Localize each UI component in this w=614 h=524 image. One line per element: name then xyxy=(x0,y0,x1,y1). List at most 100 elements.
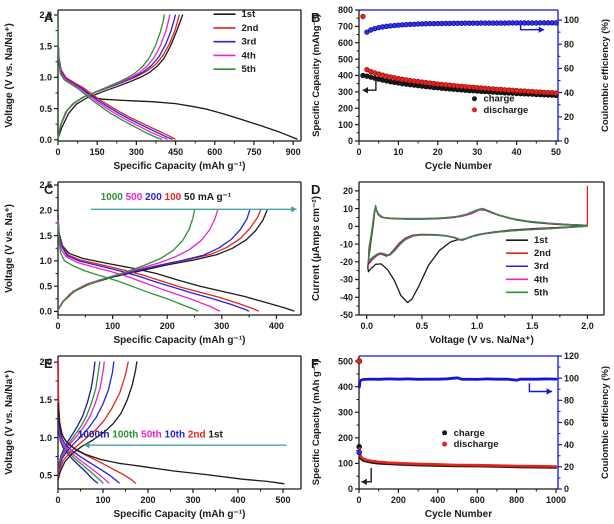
panel-e-long-cycle-voltage-profile-chart: 0 100 200 300 400 500 0.5 1.0 1.5 2.0 Specific Cap… xyxy=(4,355,302,520)
svg-text:3rd: 3rd xyxy=(242,37,257,48)
svg-text:100: 100 xyxy=(338,459,353,469)
svg-text:400: 400 xyxy=(430,495,445,505)
panel-d-cyclic-voltammetry-chart: 0.0 0.5 1.0 1.5 2.0 -50 -40 -30 -20 -10 0 10 20 Volta… xyxy=(311,181,605,346)
svg-text:10: 10 xyxy=(343,204,353,214)
svg-text:2.0: 2.0 xyxy=(39,10,52,20)
svg-text:Specific Capacity (mAh g⁻¹): Specific Capacity (mAh g⁻¹) xyxy=(114,335,246,346)
svg-text:600: 600 xyxy=(338,38,353,48)
figure-row-3: 0 100 200 300 400 500 0.5 1.0 1.5 2.0 Specific Cap… xyxy=(0,348,614,522)
svg-text:0: 0 xyxy=(564,484,569,494)
svg-text:40: 40 xyxy=(564,88,574,98)
svg-text:Voltage (V vs. Na/Na⁺): Voltage (V vs. Na/Na⁺) xyxy=(429,335,534,346)
svg-text:2.0: 2.0 xyxy=(39,357,52,367)
svg-text:1000th 100th 50th 10th 2nd 1st: 1000th 100th 50th 10th 2nd 1st xyxy=(78,430,224,441)
svg-text:Specific Capacity (mAh g⁻¹): Specific Capacity (mAh g⁻¹) xyxy=(114,509,246,520)
figure-row-1: 0 150 300 450 600 750 900 0.0 0.5 1.0 1.5 2.0 Specif… xyxy=(0,0,614,174)
panel-label-B: B xyxy=(311,10,320,25)
svg-text:100: 100 xyxy=(95,495,110,505)
svg-text:Cycle Number: Cycle Number xyxy=(425,161,492,172)
svg-text:300: 300 xyxy=(185,495,200,505)
svg-text:300: 300 xyxy=(338,407,353,417)
svg-text:1.0: 1.0 xyxy=(39,256,52,266)
svg-text:0.5: 0.5 xyxy=(416,321,429,331)
svg-text:0.5: 0.5 xyxy=(39,471,52,481)
svg-text:30: 30 xyxy=(472,147,482,157)
svg-text:1.0: 1.0 xyxy=(471,321,484,331)
svg-text:700: 700 xyxy=(338,22,353,32)
svg-text:300: 300 xyxy=(214,321,229,331)
svg-text:0.0: 0.0 xyxy=(360,321,373,331)
panel-label-D: D xyxy=(311,182,320,197)
svg-text:1000: 1000 xyxy=(546,495,566,505)
svg-text:0: 0 xyxy=(348,222,353,232)
svg-text:discharge: discharge xyxy=(483,105,528,116)
panel-f-long-cycling-performance-chart: 0 200 400 600 800 100001002003004005000204060… xyxy=(311,351,611,520)
svg-text:1.5: 1.5 xyxy=(39,41,52,51)
panel-label-F: F xyxy=(311,356,319,371)
svg-text:-20: -20 xyxy=(340,257,353,267)
svg-text:0: 0 xyxy=(356,147,361,157)
svg-text:Voltage (V vs. Na/Na⁺): Voltage (V vs. Na/Na⁺) xyxy=(4,370,15,475)
panel-a-voltage-profile-chart: 0 150 300 450 600 750 900 0.0 0.5 1.0 1.5 2.0 Specif… xyxy=(4,9,302,172)
svg-text:0: 0 xyxy=(55,321,60,331)
svg-text:0: 0 xyxy=(564,136,569,146)
svg-text:3rd: 3rd xyxy=(534,261,549,272)
svg-text:100: 100 xyxy=(338,120,353,130)
svg-text:300: 300 xyxy=(338,87,353,97)
panel-b-cycling-performance-chart: 0 10 20 30 40 5001002003004005006007008000204… xyxy=(311,5,611,172)
svg-text:200: 200 xyxy=(160,321,175,331)
svg-text:150: 150 xyxy=(90,147,105,157)
svg-text:50: 50 xyxy=(551,147,561,157)
svg-text:400: 400 xyxy=(230,495,245,505)
svg-text:2.0: 2.0 xyxy=(581,321,594,331)
svg-text:60: 60 xyxy=(564,64,574,74)
svg-text:0.5: 0.5 xyxy=(39,281,52,291)
svg-text:4th: 4th xyxy=(534,274,548,285)
svg-text:0: 0 xyxy=(356,495,361,505)
svg-text:750: 750 xyxy=(246,147,261,157)
svg-text:40: 40 xyxy=(512,147,522,157)
svg-text:Voltage (V vs. Na/Na⁺): Voltage (V vs. Na/Na⁺) xyxy=(4,23,15,128)
svg-text:0: 0 xyxy=(348,484,353,494)
svg-text:200: 200 xyxy=(338,103,353,113)
svg-text:Current (µAmps cm⁻²): Current (µAmps cm⁻²) xyxy=(311,196,322,301)
svg-text:-40: -40 xyxy=(340,292,353,302)
svg-text:-50: -50 xyxy=(340,310,353,320)
svg-text:0.0: 0.0 xyxy=(39,307,52,317)
svg-text:300: 300 xyxy=(129,147,144,157)
svg-text:80: 80 xyxy=(564,39,574,49)
svg-text:1.0: 1.0 xyxy=(39,433,52,443)
svg-text:20: 20 xyxy=(433,147,443,157)
svg-text:Coulombic efficiency (%): Coulombic efficiency (%) xyxy=(600,19,611,132)
svg-text:20: 20 xyxy=(564,112,574,122)
svg-text:200: 200 xyxy=(140,495,155,505)
panel-label-E: E xyxy=(44,356,53,371)
svg-text:40: 40 xyxy=(564,440,574,450)
svg-text:600: 600 xyxy=(470,495,485,505)
svg-text:600: 600 xyxy=(207,147,222,157)
svg-text:Specific Capacity (mAh g⁻¹): Specific Capacity (mAh g⁻¹) xyxy=(114,161,246,172)
svg-text:800: 800 xyxy=(509,495,524,505)
svg-text:400: 400 xyxy=(269,321,284,331)
svg-text:charge: charge xyxy=(454,428,485,439)
svg-text:2.5: 2.5 xyxy=(39,180,52,190)
svg-text:1st: 1st xyxy=(534,235,549,246)
svg-text:200: 200 xyxy=(391,495,406,505)
svg-text:5th: 5th xyxy=(242,64,256,75)
svg-text:500: 500 xyxy=(338,356,353,366)
svg-text:1000 500 200 100 50 mA g⁻¹: 1000 500 200 100 50 mA g⁻¹ xyxy=(101,192,232,203)
svg-text:80: 80 xyxy=(564,396,574,406)
svg-text:100: 100 xyxy=(105,321,120,331)
svg-text:0: 0 xyxy=(348,136,353,146)
svg-text:800: 800 xyxy=(338,5,353,15)
svg-text:900: 900 xyxy=(286,147,301,157)
svg-text:500: 500 xyxy=(275,495,290,505)
svg-text:charge: charge xyxy=(483,94,514,105)
svg-text:1.5: 1.5 xyxy=(39,231,52,241)
svg-text:100: 100 xyxy=(564,15,579,25)
svg-text:1.5: 1.5 xyxy=(526,321,539,331)
svg-text:2nd: 2nd xyxy=(242,23,259,34)
svg-text:100: 100 xyxy=(564,373,579,383)
svg-text:60: 60 xyxy=(564,418,574,428)
svg-text:Cycle Number: Cycle Number xyxy=(425,509,492,520)
